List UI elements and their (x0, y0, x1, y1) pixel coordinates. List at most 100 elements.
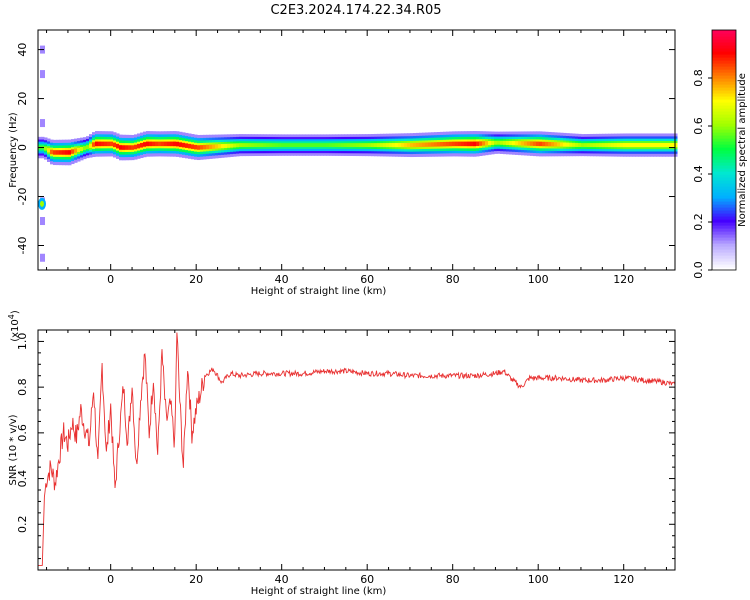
spectrogram-cell (584, 143, 588, 148)
spectrogram-cell (401, 142, 405, 148)
spectrogram-cell (608, 143, 612, 148)
spectrogram-ytick-label: -40 (16, 237, 29, 255)
spectrogram-cell (395, 143, 399, 148)
spectrogram-cell (377, 143, 381, 148)
colorbar-swatch (712, 210, 736, 214)
spectrogram-cell (284, 143, 288, 148)
spectrogram-xlabel: Height of straight line (km) (251, 286, 387, 297)
spectrogram-cell (137, 143, 141, 149)
spectrogram-cell (665, 143, 669, 148)
colorbar-swatch (712, 243, 736, 247)
spectrogram-cell (257, 143, 261, 148)
colorbar-swatch (712, 117, 736, 121)
spectrogram-cell (539, 141, 543, 147)
spectrogram-cell (392, 143, 396, 148)
spectrogram-cell (647, 143, 651, 148)
spectrogram-cell (593, 143, 597, 148)
spectrogram-cell (98, 141, 102, 147)
spectrogram-cell (71, 149, 75, 154)
spectrogram-cell (644, 143, 648, 148)
spectrogram-cell (344, 143, 348, 148)
spectrogram-cell (440, 142, 444, 147)
snr-xtick-label: 0 (107, 573, 114, 586)
spectrogram-cell (122, 145, 126, 150)
snr-frame (37, 329, 676, 571)
spectrogram-blob (40, 200, 44, 207)
colorbar-swatch (712, 39, 736, 43)
colorbar-swatch (712, 261, 736, 265)
colorbar-swatch (712, 96, 736, 100)
spectrogram-cell (239, 143, 243, 148)
spectrogram-cell (449, 141, 453, 147)
colorbar-swatch (712, 99, 736, 103)
spectrogram-cell (329, 143, 333, 148)
colorbar-frame (711, 29, 737, 271)
colorbar-swatch (712, 126, 736, 130)
spectrogram-cell (305, 143, 309, 148)
spectrogram-cell (581, 143, 585, 148)
spectrogram-cell (587, 143, 591, 148)
spectrogram-cell (368, 143, 372, 148)
spectrogram-cell (185, 143, 189, 148)
spectrogram-xtick-label: 60 (360, 273, 374, 286)
spectrogram-cell (131, 145, 135, 150)
snr-ytick-label: 0.4 (16, 470, 29, 488)
spectrogram-cell (101, 141, 105, 147)
colorbar-swatch (712, 198, 736, 202)
colorbar-tick-label: 0.8 (692, 69, 705, 87)
spectrogram-cell (464, 141, 468, 147)
spectrogram-cell (380, 143, 384, 148)
spectrogram-cell (65, 150, 69, 155)
spectrogram-cell (575, 142, 579, 147)
spectrogram-cell (503, 140, 507, 145)
spectrogram-cell (659, 143, 663, 148)
snr-ytick-label: 0.8 (16, 378, 29, 396)
spectrogram-cell (143, 142, 147, 147)
colorbar-swatch (712, 123, 736, 127)
colorbar-swatch (712, 135, 736, 139)
spectrogram-cell (383, 143, 387, 148)
spectrogram-cell (662, 143, 666, 148)
spectrogram-cell (605, 143, 609, 148)
spectrogram-cell (641, 143, 645, 148)
snr-scale-label: (x104) (7, 310, 21, 342)
spectrogram-cell (158, 141, 162, 147)
spectrogram-xtick-label: 120 (613, 273, 634, 286)
spectrogram-cell (206, 144, 210, 150)
spectrogram-cell (650, 143, 654, 148)
colorbar-swatch (712, 234, 736, 238)
spectrogram-cell (176, 141, 180, 147)
colorbar-swatch (712, 120, 736, 124)
spectrogram-cell (476, 141, 480, 147)
colorbar-swatch (712, 105, 736, 109)
spectrogram-cell (524, 141, 528, 146)
spectrogram-cell (80, 146, 84, 152)
spectrogram-cell (554, 142, 558, 147)
spectrogram-cell (251, 143, 255, 148)
spectrogram-cell (353, 143, 357, 148)
spectrogram-cell (50, 149, 54, 155)
colorbar-swatch (712, 219, 736, 223)
snr-xtick-label: 60 (360, 573, 374, 586)
colorbar-swatch (712, 129, 736, 133)
spectrogram-cell (674, 143, 678, 148)
spectrogram-cell (212, 144, 216, 149)
colorbar-tick-label: 0.2 (692, 213, 705, 231)
spectrogram-cell (500, 140, 504, 145)
spectrogram-cell (521, 141, 525, 146)
spectrogram-cell (407, 142, 411, 148)
spectrogram-cell (53, 150, 57, 155)
colorbar-swatch (712, 189, 736, 193)
colorbar-swatch (712, 192, 736, 196)
colorbar-swatch (712, 114, 736, 118)
spectrogram-cell (617, 143, 621, 148)
spectrogram-cell (470, 141, 474, 147)
spectrogram-cell (179, 142, 183, 147)
colorbar-swatch (712, 267, 736, 271)
spectrogram-cell (398, 142, 402, 148)
spectrogram-cell (173, 141, 177, 147)
spectrogram-cell (155, 141, 159, 147)
colorbar-swatch (712, 69, 736, 73)
spectrogram-cell (62, 150, 66, 155)
spectrogram-cell (632, 143, 636, 148)
